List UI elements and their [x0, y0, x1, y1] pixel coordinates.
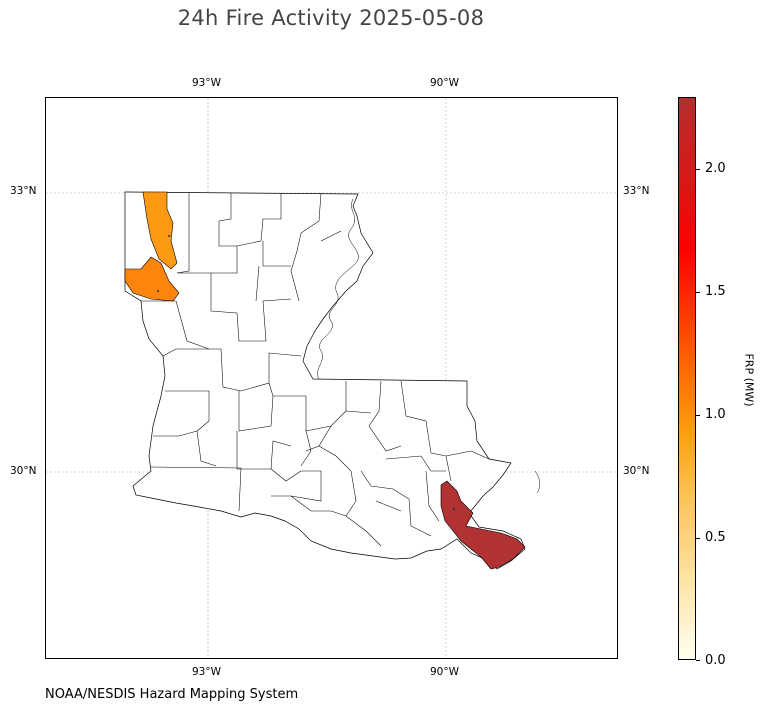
- colorbar-tickmark: [696, 169, 700, 170]
- parish-plaquemines: [440, 480, 526, 570]
- lat-tick-left-30n: 30°N: [10, 465, 37, 477]
- colorbar-label: FRP (MW): [742, 353, 756, 407]
- mississippi-river: [317, 198, 359, 380]
- source-credit: NOAA/NESDIS Hazard Mapping System: [45, 687, 299, 702]
- lon-tick-bottom-90w: 90°W: [430, 666, 459, 678]
- fire-detection-point: [452, 507, 456, 511]
- fire-detection-point: [168, 235, 170, 237]
- colorbar-tick-0-5: 0.5: [705, 530, 726, 545]
- colorbar-tickmark: [696, 415, 700, 416]
- lon-tick-top-90w: 90°W: [430, 77, 459, 89]
- colorbar-tickmark: [696, 660, 700, 661]
- lat-tick-right-30n: 30°N: [623, 465, 650, 477]
- colorbar-tick-0: 0.0: [705, 653, 726, 668]
- map-title: 24h Fire Activity 2025-05-08: [177, 6, 485, 30]
- parish-de-soto: [124, 256, 180, 302]
- lat-tick-left-33n: 33°N: [10, 185, 37, 197]
- frp-colorbar: [678, 97, 696, 660]
- colorbar-tickmark: [696, 292, 700, 293]
- lat-tick-right-33n: 33°N: [623, 185, 650, 197]
- lon-tick-top-93w: 93°W: [192, 77, 221, 89]
- louisiana-map: [46, 98, 617, 658]
- parish-caddo: [142, 191, 178, 270]
- map-frame: [45, 97, 618, 659]
- colorbar-tick-1: 1.0: [705, 407, 726, 422]
- fire-detection-point: [157, 290, 159, 292]
- colorbar-tickmark: [696, 538, 700, 539]
- coast-fragment: [534, 470, 540, 494]
- lon-tick-bottom-93w: 93°W: [192, 666, 221, 678]
- colorbar-tick-2: 2.0: [705, 161, 726, 176]
- colorbar-tick-1-5: 1.5: [705, 284, 726, 299]
